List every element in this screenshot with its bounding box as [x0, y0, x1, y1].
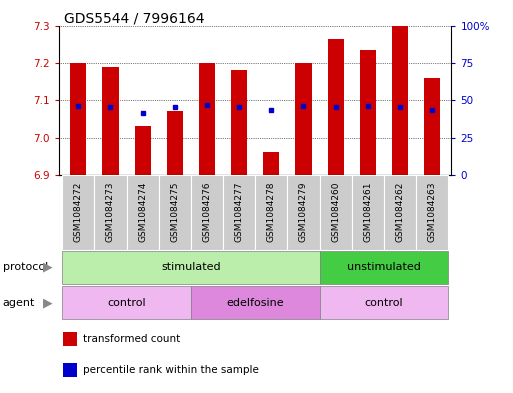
Bar	[352, 175, 384, 250]
Text: GSM1084275: GSM1084275	[170, 182, 180, 242]
Bar	[320, 175, 352, 250]
Text: GSM1084260: GSM1084260	[331, 182, 340, 242]
Bar	[320, 286, 448, 319]
Text: agent: agent	[3, 298, 35, 308]
Bar	[62, 286, 191, 319]
Bar	[263, 152, 280, 175]
Text: edelfosine: edelfosine	[226, 298, 284, 308]
Bar	[94, 175, 127, 250]
Bar	[127, 175, 159, 250]
Text: unstimulated: unstimulated	[347, 262, 421, 272]
Text: control: control	[365, 298, 403, 308]
Bar	[328, 39, 344, 175]
Bar	[223, 175, 255, 250]
Text: transformed count: transformed count	[83, 334, 180, 344]
Text: GSM1084262: GSM1084262	[396, 182, 404, 242]
Bar	[320, 251, 448, 283]
Bar	[384, 175, 416, 250]
Bar	[191, 175, 223, 250]
Bar	[103, 67, 119, 175]
Text: GSM1084278: GSM1084278	[267, 182, 276, 242]
Text: GSM1084272: GSM1084272	[74, 182, 83, 242]
Bar	[159, 175, 191, 250]
Text: stimulated: stimulated	[161, 262, 221, 272]
Text: GSM1084279: GSM1084279	[299, 182, 308, 242]
Text: GSM1084276: GSM1084276	[203, 182, 211, 242]
Bar	[134, 127, 151, 175]
Bar	[70, 63, 86, 175]
Bar	[424, 78, 440, 175]
Text: protocol: protocol	[3, 262, 48, 272]
Text: GSM1084261: GSM1084261	[363, 182, 372, 242]
Text: GSM1084273: GSM1084273	[106, 182, 115, 242]
Bar	[287, 175, 320, 250]
Bar	[360, 50, 376, 175]
Bar	[392, 26, 408, 175]
Text: percentile rank within the sample: percentile rank within the sample	[83, 365, 259, 375]
Text: control: control	[107, 298, 146, 308]
Bar	[199, 63, 215, 175]
Bar	[63, 332, 76, 346]
Text: GDS5544 / 7996164: GDS5544 / 7996164	[64, 12, 205, 26]
Text: ▶: ▶	[43, 261, 52, 274]
Bar	[295, 63, 311, 175]
Text: GSM1084277: GSM1084277	[234, 182, 244, 242]
Bar	[191, 286, 320, 319]
Bar	[63, 364, 76, 377]
Text: ▶: ▶	[43, 296, 52, 309]
Text: GSM1084263: GSM1084263	[428, 182, 437, 242]
Bar	[231, 70, 247, 175]
Bar	[62, 251, 320, 283]
Bar	[62, 175, 94, 250]
Bar	[167, 112, 183, 175]
Text: GSM1084274: GSM1084274	[138, 182, 147, 242]
Bar	[416, 175, 448, 250]
Bar	[255, 175, 287, 250]
